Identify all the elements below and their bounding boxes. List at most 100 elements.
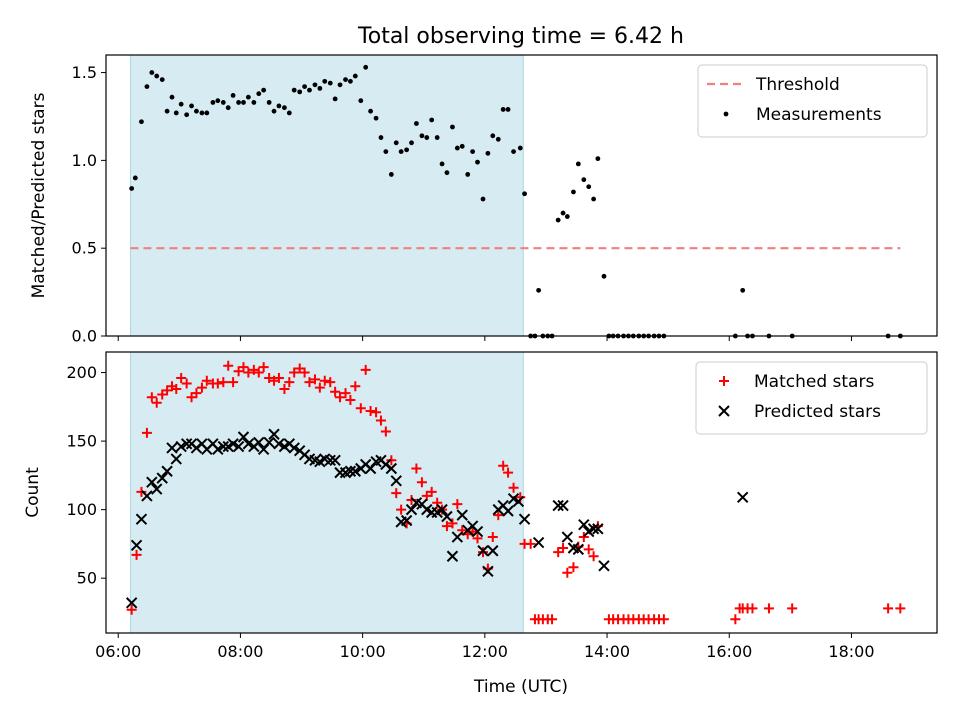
x-axis-label: Time (UTC) xyxy=(473,677,568,697)
data-point xyxy=(284,377,295,388)
data-point xyxy=(178,101,184,107)
data-point xyxy=(487,532,498,543)
data-point xyxy=(253,367,264,378)
data-point xyxy=(180,438,193,450)
data-point xyxy=(787,603,798,614)
data-point xyxy=(141,427,152,438)
data-point xyxy=(383,149,389,154)
data-point xyxy=(212,443,224,456)
data-point xyxy=(598,560,610,572)
data-point xyxy=(312,82,318,88)
data-point xyxy=(500,107,506,112)
data-point xyxy=(181,378,192,389)
data-point xyxy=(360,364,371,375)
data-point xyxy=(332,96,338,102)
data-point xyxy=(558,543,569,554)
legend-box xyxy=(695,361,928,435)
data-point xyxy=(169,94,175,100)
x-tick-label: 06:00 xyxy=(95,642,141,661)
data-point xyxy=(225,105,231,111)
data-point xyxy=(307,87,312,93)
legend-label: Matched stars xyxy=(754,372,874,392)
y-axis-label: Count xyxy=(23,467,43,518)
data-point xyxy=(511,149,516,154)
data-point xyxy=(151,483,163,495)
data-point xyxy=(325,377,336,388)
data-point xyxy=(173,110,179,116)
data-point xyxy=(232,440,245,453)
data-point xyxy=(245,94,251,100)
data-point xyxy=(439,161,445,167)
top-panel: 0.0 0.5 1.0 1.5 Matched/Predicted stars Thres… xyxy=(29,54,938,346)
data-point xyxy=(129,186,135,191)
data-point xyxy=(581,177,587,183)
y-tick-label: 1.5 xyxy=(72,63,97,82)
data-point xyxy=(164,108,170,114)
data-point xyxy=(220,100,226,105)
y-tick-label: 50 xyxy=(77,569,97,588)
data-point xyxy=(568,562,579,573)
data-point xyxy=(261,87,267,93)
data-point xyxy=(348,78,353,84)
data-point xyxy=(451,531,464,543)
data-point xyxy=(564,214,570,219)
data-point xyxy=(215,98,221,104)
data-point xyxy=(238,362,249,373)
data-point xyxy=(130,539,143,551)
series-predicted-stars xyxy=(125,428,749,609)
data-point xyxy=(139,119,144,125)
data-point xyxy=(404,147,410,153)
data-point xyxy=(146,476,158,488)
data-point xyxy=(470,149,476,154)
data-point xyxy=(411,463,422,474)
data-point xyxy=(286,110,292,116)
data-point xyxy=(212,378,223,389)
data-point xyxy=(547,614,558,625)
data-point xyxy=(595,156,601,162)
data-point xyxy=(371,407,382,418)
data-point xyxy=(154,73,160,79)
data-point xyxy=(419,133,425,139)
data-point xyxy=(562,567,573,578)
plot-frame xyxy=(105,54,938,337)
data-point xyxy=(477,545,489,557)
data-point xyxy=(125,597,138,609)
data-point xyxy=(204,110,210,116)
data-point xyxy=(503,467,514,478)
data-point xyxy=(322,78,328,84)
legend: Matched stars Predicted stars xyxy=(695,361,928,435)
data-point xyxy=(135,513,148,525)
data-point xyxy=(297,89,303,95)
x-tick-label: 14:00 xyxy=(584,642,630,661)
y-tick-label: 150 xyxy=(66,432,97,451)
legend-marker xyxy=(718,405,730,417)
data-point xyxy=(485,150,491,156)
data-point xyxy=(355,403,366,414)
data-point xyxy=(223,360,234,371)
data-point xyxy=(391,488,402,499)
chart-title: Total observing time = 6.42 h xyxy=(357,24,684,49)
data-point xyxy=(288,442,300,454)
data-point xyxy=(304,377,315,388)
data-point xyxy=(131,549,142,560)
data-point xyxy=(601,273,607,279)
data-point xyxy=(144,84,150,90)
data-point xyxy=(343,77,348,82)
data-point xyxy=(237,431,250,443)
data-point xyxy=(447,518,458,529)
data-point xyxy=(345,394,356,405)
data-point xyxy=(414,121,419,126)
data-point xyxy=(340,388,351,399)
legend-label: Measurements xyxy=(756,105,882,125)
data-point xyxy=(184,112,190,118)
data-point xyxy=(368,108,373,114)
data-point xyxy=(388,172,394,177)
data-point xyxy=(591,196,597,202)
data-point xyxy=(441,521,452,532)
data-point xyxy=(400,514,413,527)
legend: Threshold Measurements xyxy=(697,64,928,138)
data-point xyxy=(282,105,287,111)
data-point xyxy=(149,70,155,75)
